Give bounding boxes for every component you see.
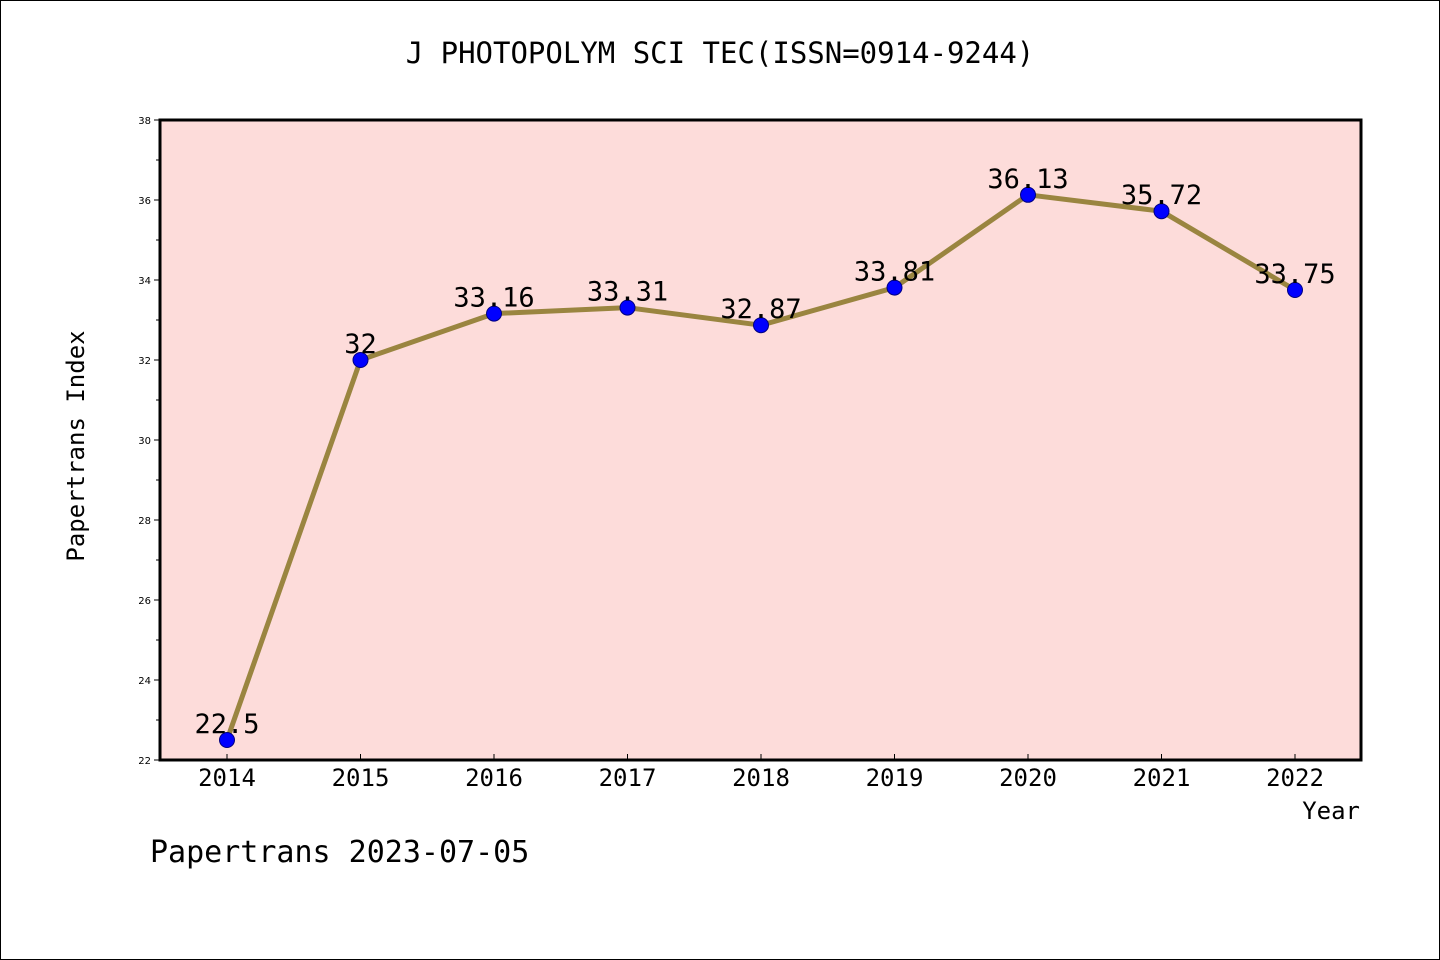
x-tick-label: 2018 xyxy=(732,764,790,792)
x-tick-label: 2015 xyxy=(332,764,390,792)
data-point xyxy=(219,732,235,748)
data-markers xyxy=(219,186,1303,748)
data-point xyxy=(1287,282,1303,298)
x-tick-label: 2019 xyxy=(866,764,924,792)
data-point xyxy=(619,299,636,316)
data-point xyxy=(352,352,369,368)
data-labels: 22.5 32 33.16 33.31 32.87 33.81 36.13 35.72 33.7… xyxy=(194,164,1335,740)
x-tick-label: 2020 xyxy=(999,764,1057,792)
x-tick-label: 2021 xyxy=(1133,764,1191,792)
chart-title: J PHOTOPOLYM SCI TEC(ISSN=0914-9244) xyxy=(405,36,1035,70)
y-tick-label: 36 xyxy=(138,196,151,207)
data-point xyxy=(753,317,769,334)
x-tick-label: 2016 xyxy=(465,764,523,792)
x-axis: 2014 2015 2016 2017 2018 2019 2020 2021 2022 xyxy=(198,754,1324,792)
y-tick-label: 28 xyxy=(138,516,151,527)
y-tick-label: 32 xyxy=(138,356,151,367)
data-label: 33.16 xyxy=(453,283,534,314)
y-axis: 22 24 26 28 30 32 34 36 38 xyxy=(138,116,160,767)
y-tick-label: 24 xyxy=(138,676,151,687)
x-axis-label: Year xyxy=(1302,797,1360,825)
data-label: 35.72 xyxy=(1121,180,1202,211)
data-label: 33.75 xyxy=(1254,259,1335,290)
plot-area xyxy=(158,118,1363,762)
x-tick-label: 2022 xyxy=(1266,764,1324,792)
y-tick-label: 26 xyxy=(138,596,151,607)
data-point xyxy=(1020,186,1036,203)
y-tick-label: 22 xyxy=(138,756,151,767)
data-point xyxy=(486,305,502,322)
footer-stamp: Papertrans 2023-07-05 xyxy=(150,835,530,870)
x-tick-label: 2014 xyxy=(198,764,256,792)
x-tick-label: 2017 xyxy=(599,764,657,792)
data-point xyxy=(886,279,903,296)
data-label: 33.81 xyxy=(854,257,935,288)
y-tick-label: 34 xyxy=(138,276,151,287)
data-label: 22.5 xyxy=(194,709,259,740)
data-label: 33.31 xyxy=(587,277,668,308)
data-label: 32 xyxy=(344,329,377,360)
data-point xyxy=(1153,203,1170,220)
data-label: 32.87 xyxy=(720,294,801,325)
y-tick-label: 38 xyxy=(138,116,151,127)
y-tick-label: 30 xyxy=(138,436,151,447)
data-label: 36.13 xyxy=(987,164,1068,195)
